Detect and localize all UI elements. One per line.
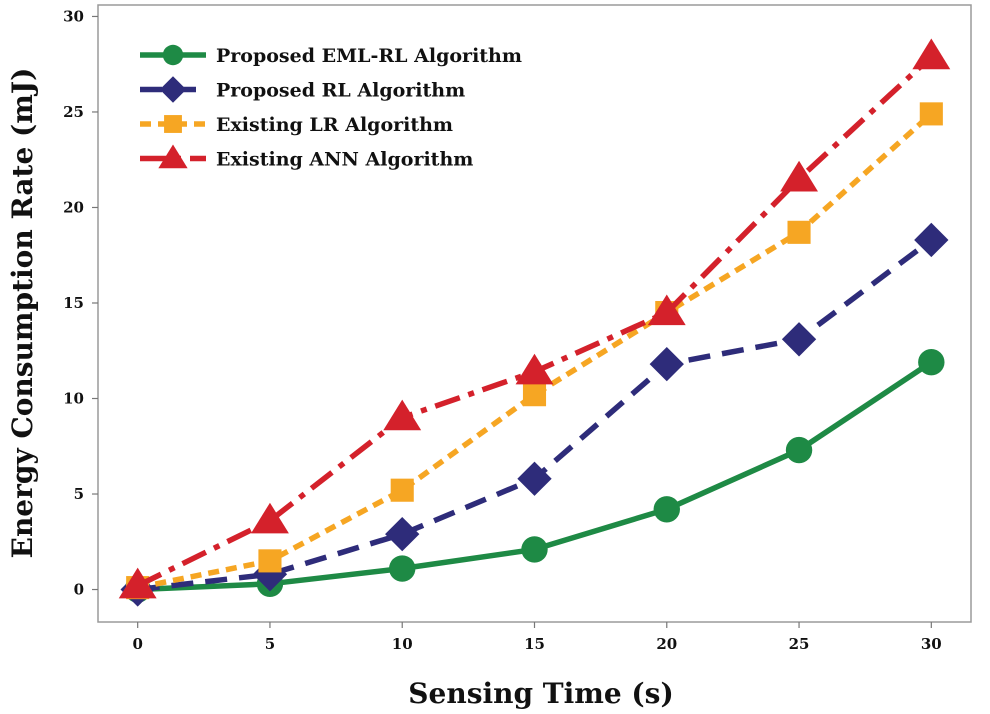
legend-label: Existing LR Algorithm [216,114,453,136]
legend-label: Existing ANN Algorithm [216,149,473,171]
data-point [914,222,949,258]
legend-swatch-marker [162,44,184,66]
data-point [649,346,684,382]
legend-label: Proposed EML-RL Algorithm [216,45,522,67]
data-point [390,478,414,502]
legend-item: Proposed EML-RL Algorithm [140,44,522,67]
legend-item: Existing LR Algorithm [140,114,453,136]
data-point [383,399,422,431]
data-point [912,38,951,70]
y-tick-label: 15 [63,294,84,312]
x-tick-label: 15 [524,635,545,653]
legend-swatch-marker [159,76,187,103]
data-point [517,461,552,496]
x-tick-label: 10 [392,635,413,653]
x-tick-label: 0 [132,635,142,653]
plot-area [97,4,972,623]
y-tick-label: 5 [74,485,84,503]
data-point [780,160,818,192]
x-tick-label: 5 [265,635,275,653]
y-tick-label: 30 [63,7,84,25]
x-tick-label: 30 [921,635,942,653]
data-point [647,294,686,326]
data-point [781,322,817,357]
data-point [787,220,811,244]
data-point [118,567,157,599]
legend-swatch-marker [158,144,188,169]
legend-label: Proposed RL Algorithm [216,80,465,102]
y-tick-label: 10 [63,390,84,408]
data-point [785,436,813,464]
y-axis-title: Energy Consumption Rate (mJ) [6,68,39,559]
data-point [389,555,416,582]
x-tick-label: 20 [656,635,677,653]
legend-item: Proposed RL Algorithm [140,76,465,103]
series-triangle [118,38,951,599]
legend-item: Existing ANN Algorithm [140,144,473,171]
y-tick-label: 25 [63,103,84,121]
y-tick-label: 0 [74,581,84,599]
data-point [522,383,547,407]
series-layer [118,38,951,607]
data-point [385,516,420,552]
data-point [515,353,554,385]
x-tick-label: 25 [789,635,810,653]
legend: Proposed EML-RL Algorithm Proposed RL Alg… [140,44,522,171]
data-point [653,496,680,523]
data-point [918,349,945,376]
data-point [251,502,289,534]
data-point [258,549,282,573]
y-tick-label: 20 [63,198,84,216]
legend-swatch-marker [164,115,182,133]
x-axis-title: Sensing Time (s) [408,677,673,710]
data-point [919,102,943,126]
x-axis-ticks: 0 5 10 15 20 25 30 [132,622,942,653]
y-axis-ticks: 0 5 10 15 20 25 30 [63,7,98,599]
data-point [521,536,548,563]
